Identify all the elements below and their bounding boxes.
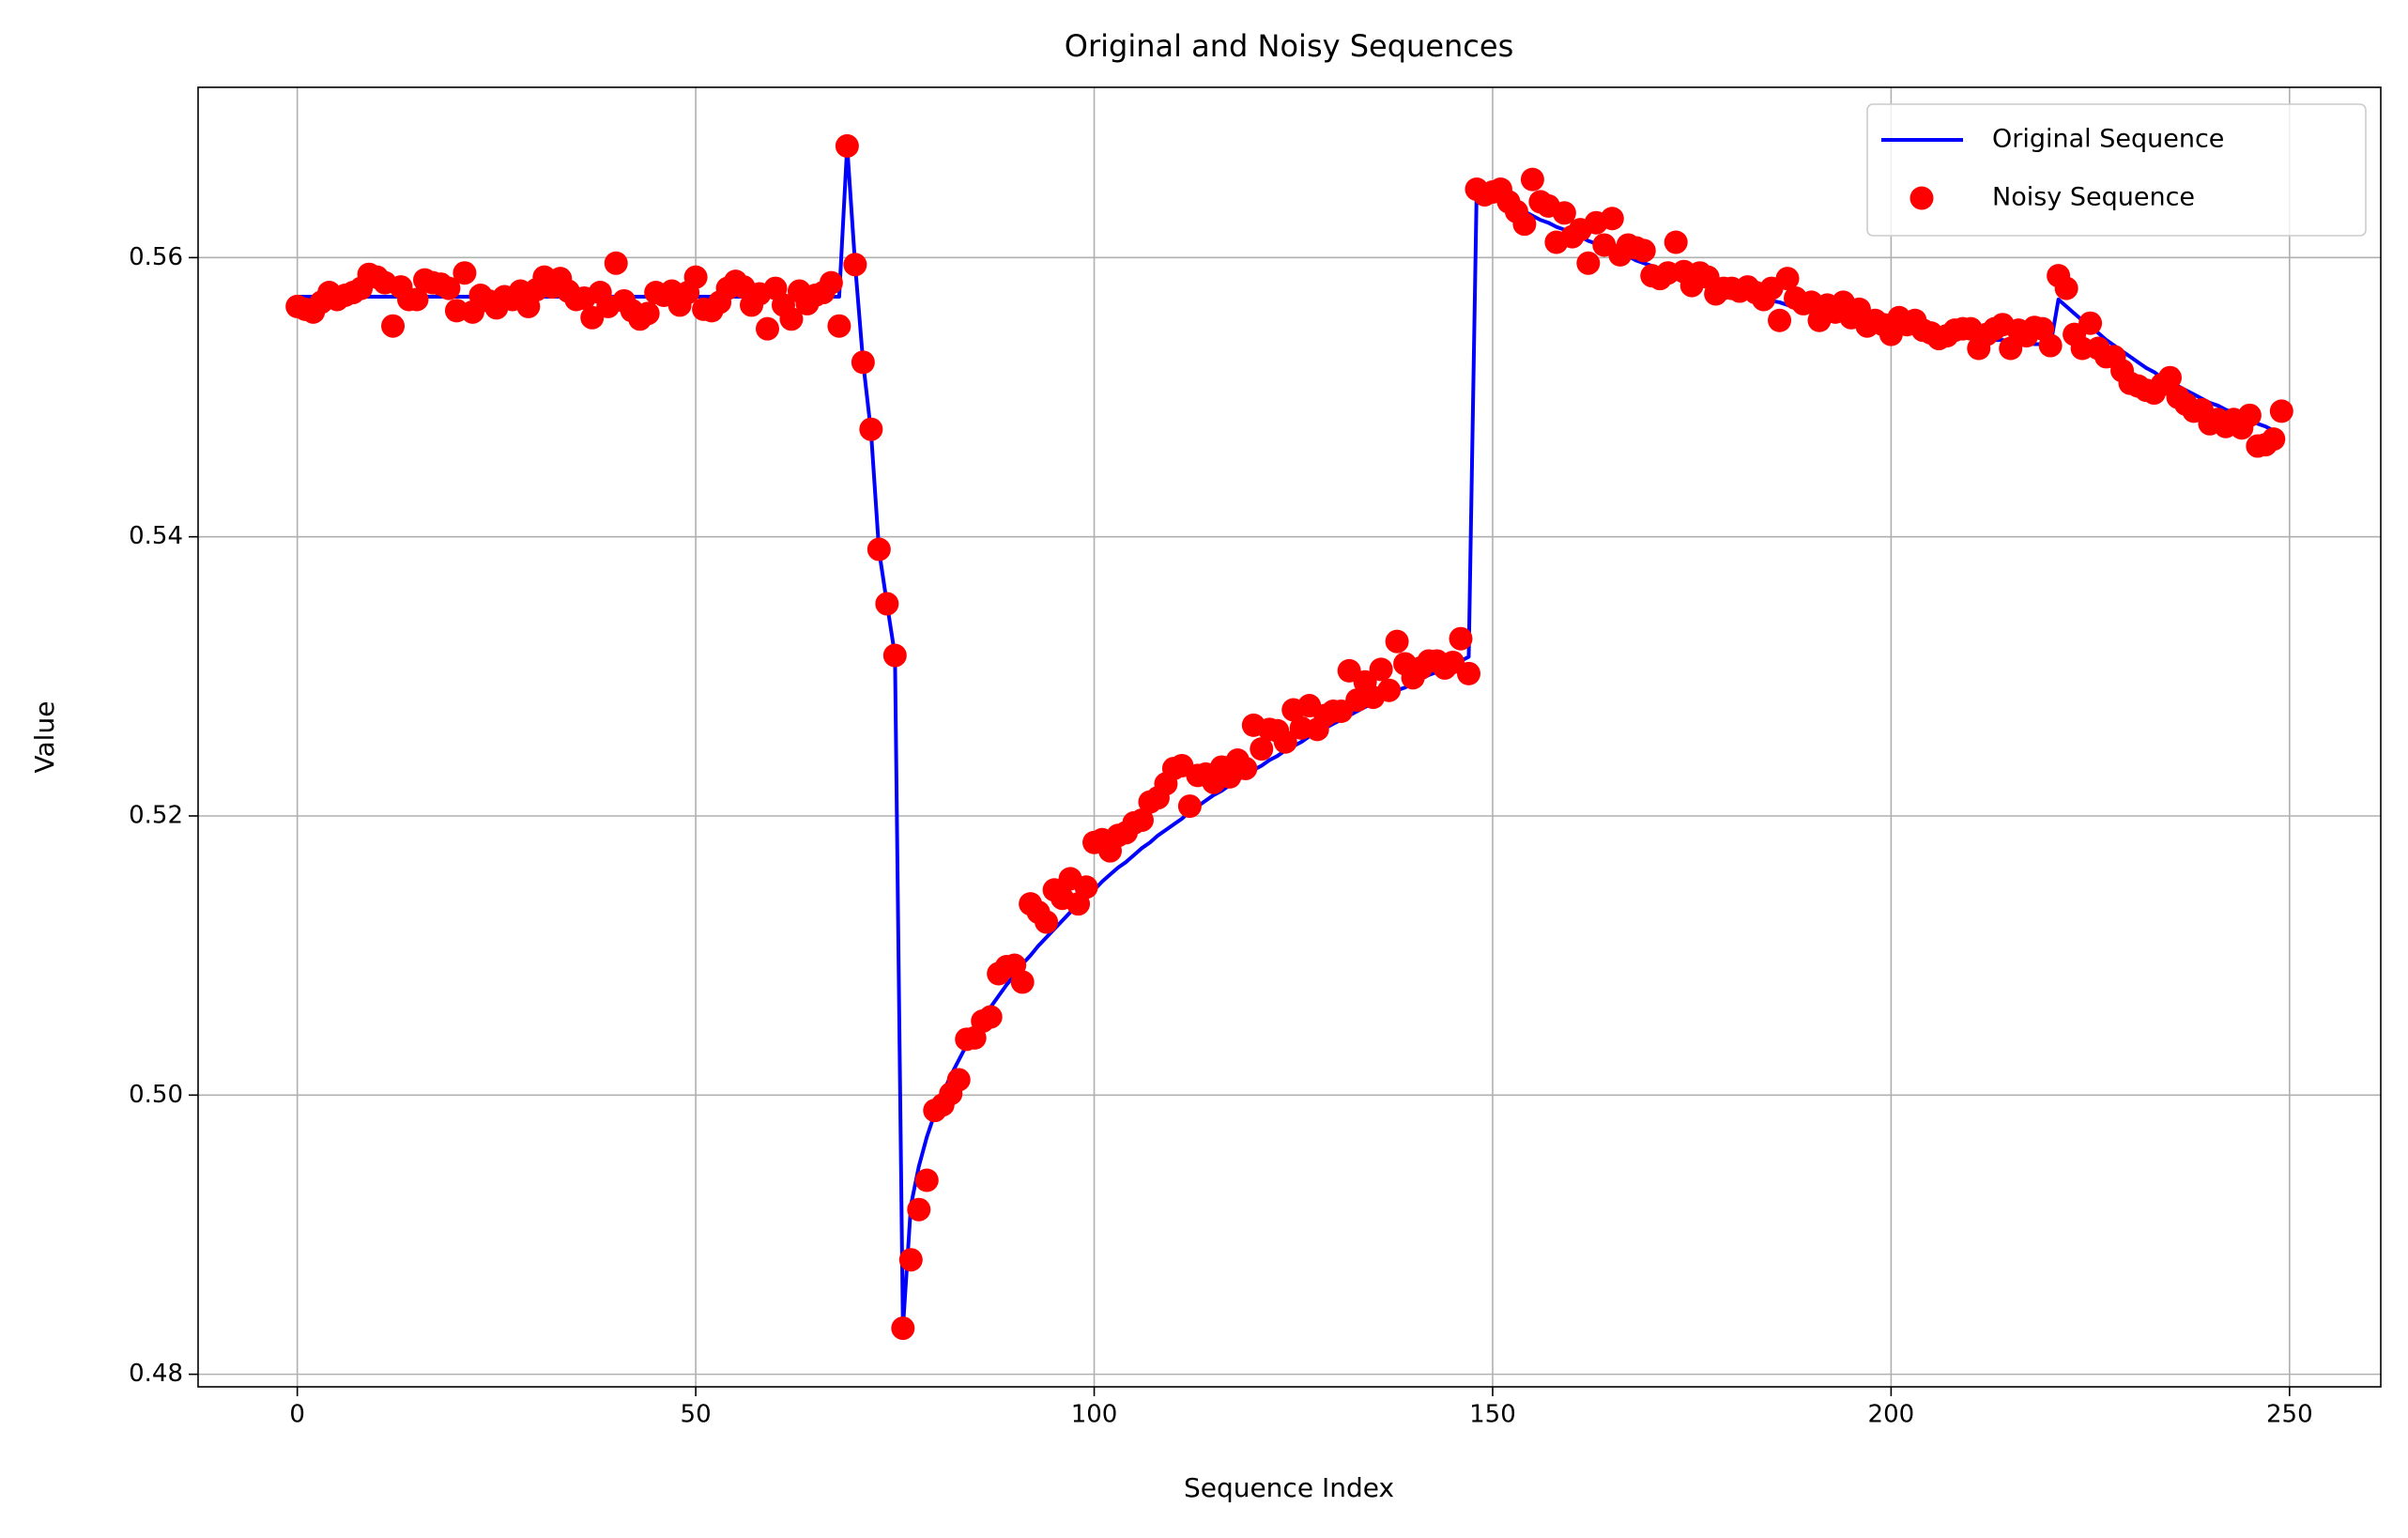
axes-frame — [197, 86, 2382, 1388]
data-point — [1456, 661, 1480, 685]
data-point — [1775, 267, 1800, 291]
data-point — [851, 350, 875, 375]
x-tick-label: 100 — [1071, 1401, 1118, 1429]
x-tick-label: 250 — [2266, 1401, 2313, 1429]
chart-title: Original and Noisy Sequences — [1065, 28, 1513, 64]
data-point — [381, 314, 406, 338]
data-point — [2078, 311, 2103, 335]
legend: Original Sequence Noisy Sequence — [1866, 103, 2367, 237]
data-point — [2038, 333, 2063, 358]
x-tick-label: 200 — [1868, 1401, 1915, 1429]
data-point — [882, 643, 907, 668]
plot-area — [285, 133, 2293, 1341]
y-tick-label: 0.56 — [129, 243, 183, 271]
data-point — [1999, 336, 2023, 361]
data-point — [452, 261, 477, 285]
data-point — [1377, 678, 1402, 702]
data-point — [1010, 970, 1035, 994]
data-point — [1385, 629, 1409, 654]
data-point — [1552, 201, 1576, 225]
y-tick-label: 0.54 — [129, 522, 183, 550]
data-point — [1177, 794, 1202, 819]
data-point — [683, 265, 708, 289]
data-point — [898, 1248, 923, 1272]
data-point — [1520, 167, 1544, 192]
data-point — [405, 287, 429, 312]
data-point — [756, 316, 780, 341]
y-tick-label: 0.48 — [129, 1360, 183, 1388]
data-point — [891, 1316, 915, 1341]
data-point — [2054, 276, 2078, 300]
data-point — [1632, 238, 1656, 263]
data-point — [2157, 365, 2182, 390]
data-point — [1600, 207, 1624, 231]
data-point — [1576, 251, 1601, 275]
data-point — [1129, 807, 1154, 832]
legend-marker — [1910, 186, 1934, 210]
x-axis-label: Sequence Index — [1184, 1472, 1394, 1503]
y-tick-label: 0.52 — [129, 801, 183, 829]
data-point — [2237, 403, 2262, 427]
grid — [198, 87, 2381, 1387]
data-point — [779, 307, 804, 331]
y-tick-label: 0.50 — [129, 1081, 183, 1109]
data-point — [1273, 730, 1297, 754]
x-tick-label: 150 — [1469, 1401, 1516, 1429]
legend-label: Noisy Sequence — [1992, 183, 2195, 212]
data-point — [1250, 737, 1274, 761]
legend-box — [1866, 103, 2367, 237]
x-tick-label: 50 — [681, 1401, 712, 1429]
data-point — [978, 1005, 1003, 1029]
data-point — [819, 270, 843, 295]
legend-label: Original Sequence — [1992, 125, 2224, 154]
data-point — [875, 592, 899, 616]
data-point — [1449, 626, 1473, 651]
data-point — [867, 537, 891, 561]
data-point — [2262, 427, 2286, 452]
data-point — [1768, 308, 1792, 332]
data-point — [636, 301, 660, 326]
data-point — [827, 314, 851, 338]
data-point — [437, 276, 461, 300]
data-point — [604, 251, 628, 275]
data-point — [859, 417, 883, 441]
data-point — [843, 253, 867, 277]
data-point — [914, 1168, 939, 1192]
data-point — [835, 133, 859, 158]
data-point — [1074, 875, 1098, 900]
data-point — [946, 1068, 971, 1092]
data-point — [1664, 230, 1688, 254]
x-tick-label: 0 — [289, 1401, 305, 1429]
data-point — [1234, 756, 1258, 780]
data-point — [1512, 212, 1537, 237]
data-point — [1369, 657, 1393, 682]
data-point — [1035, 910, 1059, 934]
data-point — [2269, 399, 2293, 423]
ticks: 0 50 100 150 200 250 0.48 0.50 0.52 0.54 0.56 — [129, 243, 2313, 1429]
data-point — [907, 1197, 931, 1222]
y-axis-label: Value — [29, 701, 60, 774]
